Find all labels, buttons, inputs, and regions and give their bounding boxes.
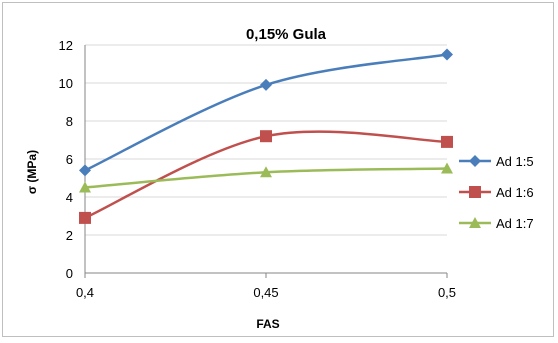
y-tick-label: 2 [66,228,73,243]
y-tick-label: 6 [66,152,73,167]
data-point-marker [79,181,91,193]
axes: 0 2 4 6 8 10 12 0,4 0,45 0,5 [59,38,457,300]
data-point-marker [260,130,272,143]
y-tick-label: 10 [59,76,73,91]
legend-marker [469,217,481,228]
y-tick-label: 0 [66,266,73,281]
data-point-marker [441,162,453,174]
legend-entry-label: Ad 1:5 [496,154,534,169]
x-axis-label: FAS [256,317,279,331]
x-tick-label: 0,5 [438,285,456,300]
data-point-marker [441,135,453,148]
y-tick-label: 8 [66,114,73,129]
chart-title: 0,15% Gula [246,26,327,43]
legend-marker [469,186,481,198]
series-layer [79,48,453,224]
y-axis-label: σ (MPa) [25,150,39,194]
legend-entry-label: Ad 1:6 [496,185,534,200]
y-tick-label: 4 [66,190,73,205]
chart-frame: 0,15% Gula σ (MPa) FAS 0 2 4 6 8 10 12 0,4 0,45 0… [2,2,554,337]
legend-entry-label: Ad 1:7 [496,216,534,231]
legend: Ad 1:5 Ad 1:6 Ad 1:7 [459,154,534,231]
series-line [84,53,448,172]
data-point-marker [79,211,91,224]
y-tick-label: 12 [59,38,73,53]
data-point-marker [441,48,453,61]
data-point-marker [260,78,272,91]
data-point-marker [79,164,91,177]
data-point-marker [260,166,272,178]
legend-marker [469,155,481,167]
x-tick-label: 0,45 [253,285,278,300]
x-tick-label: 0,4 [76,285,94,300]
